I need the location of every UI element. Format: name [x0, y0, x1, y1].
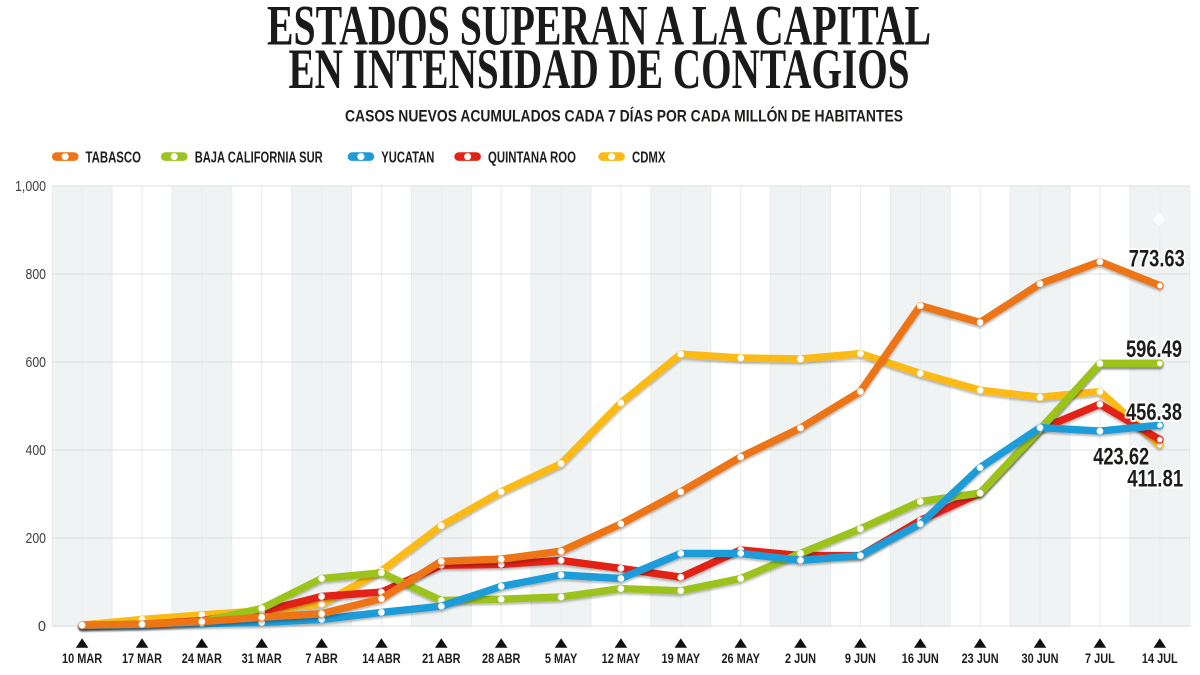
svg-text:12 MAY: 12 MAY — [602, 650, 641, 666]
svg-text:14 JUL: 14 JUL — [1142, 650, 1178, 666]
svg-text:800: 800 — [26, 267, 47, 283]
svg-text:2 JUN: 2 JUN — [785, 650, 816, 666]
svg-text:23 JUN: 23 JUN — [962, 650, 999, 666]
svg-text:9 JUN: 9 JUN — [845, 650, 876, 666]
svg-text:14 ABR: 14 ABR — [362, 650, 400, 666]
svg-text:411.81: 411.81 — [1127, 466, 1183, 493]
svg-text:TABASCO: TABASCO — [86, 150, 142, 167]
svg-text:200: 200 — [26, 531, 47, 547]
svg-text:CDMX: CDMX — [632, 150, 666, 167]
svg-text:24 MAR: 24 MAR — [182, 650, 222, 666]
svg-text:7 ABR: 7 ABR — [305, 650, 337, 666]
svg-text:CASOS NUEVOS ACUMULADOS CADA 7: CASOS NUEVOS ACUMULADOS CADA 7 DÍAS POR … — [345, 107, 903, 126]
svg-text:10 MAR: 10 MAR — [62, 650, 102, 666]
svg-text:QUINTANA ROO: QUINTANA ROO — [488, 150, 576, 167]
svg-text:400: 400 — [26, 443, 47, 459]
svg-text:0: 0 — [38, 619, 46, 635]
svg-text:19 MAY: 19 MAY — [662, 650, 701, 666]
svg-text:7 JUL: 7 JUL — [1085, 650, 1115, 666]
svg-text:28 ABR: 28 ABR — [482, 650, 520, 666]
svg-text:31 MAR: 31 MAR — [242, 650, 282, 666]
svg-text:30 JUN: 30 JUN — [1022, 650, 1059, 666]
svg-text:21 ABR: 21 ABR — [422, 650, 460, 666]
svg-text:YUCATAN: YUCATAN — [381, 150, 434, 167]
svg-text:16 JUN: 16 JUN — [902, 650, 939, 666]
svg-text:456.38: 456.38 — [1126, 399, 1182, 426]
svg-text:ESTADOS SUPERAN A LA CAPITAL: ESTADOS SUPERAN A LA CAPITAL — [267, 0, 931, 58]
svg-text:773.63: 773.63 — [1129, 246, 1185, 273]
svg-text:1,000: 1,000 — [15, 179, 46, 195]
svg-text:423.62: 423.62 — [1093, 444, 1149, 471]
svg-text:17 MAR: 17 MAR — [122, 650, 162, 666]
svg-text:26 MAY: 26 MAY — [721, 650, 760, 666]
svg-text:BAJA CALIFORNIA SUR: BAJA CALIFORNIA SUR — [195, 150, 323, 167]
svg-text:596.49: 596.49 — [1126, 336, 1182, 363]
svg-text:600: 600 — [26, 355, 47, 371]
svg-text:EN INTENSIDAD DE CONTAGIOS: EN INTENSIDAD DE CONTAGIOS — [289, 38, 910, 101]
svg-text:5 MAY: 5 MAY — [545, 650, 578, 666]
